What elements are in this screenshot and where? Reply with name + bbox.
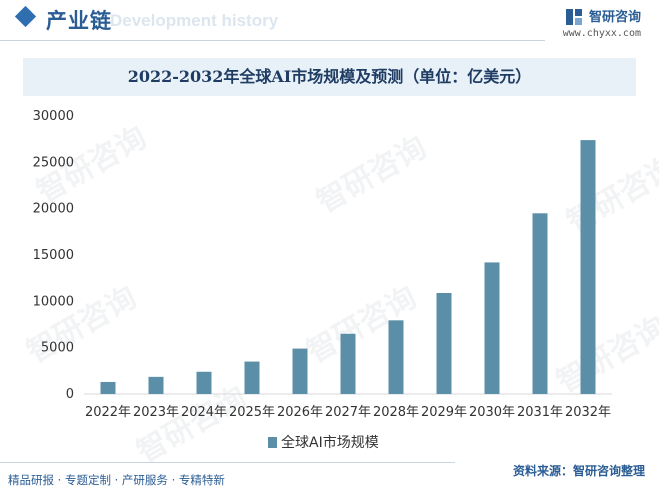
section-title: 产业链 — [46, 9, 112, 33]
x-tick-label: 2023年 — [133, 405, 179, 420]
y-tick-label: 30000 — [33, 109, 74, 124]
bar — [388, 320, 404, 394]
bar — [292, 348, 308, 394]
bar — [484, 262, 500, 394]
brand-name: 智研咨询 — [588, 10, 641, 25]
x-tick-label: 2029年 — [421, 405, 467, 420]
x-tick-label: 2026年 — [277, 405, 323, 420]
bar — [436, 292, 452, 394]
footer: 精品研报 · 专题定制 · 产研服务 · 专精特新 资料来源：智研咨询整理 — [0, 462, 659, 497]
x-tick-label: 2027年 — [325, 405, 371, 420]
ghost-title: Development history — [110, 11, 279, 30]
chart-title-box: 2022-2032年全球AI市场规模及预测（单位：亿美元） — [23, 58, 636, 96]
x-tick-label: 2030年 — [469, 405, 515, 420]
header-divider — [0, 40, 545, 41]
bar-chart: 0 5000 10000 15000 20000 25000 30000 2022年 2023年… — [33, 109, 612, 420]
footer-services: 精品研报 · 专题定制 · 产研服务 · 专精特新 — [8, 473, 225, 487]
x-tick-label: 2022年 — [85, 405, 131, 420]
footer-source: 资料来源：智研咨询整理 — [512, 464, 645, 478]
y-tick-label: 20000 — [33, 202, 74, 217]
brand-logo-icon — [565, 9, 582, 25]
brand-url: www.chyxx.com — [562, 28, 641, 39]
bar — [580, 140, 596, 394]
bar — [340, 333, 356, 394]
legend-label: 全球AI市场规模 — [281, 435, 379, 451]
bar — [100, 381, 116, 394]
x-tick-label: 2024年 — [181, 405, 227, 420]
y-tick-label: 0 — [66, 387, 74, 402]
legend-swatch — [268, 437, 277, 448]
y-tick-label: 15000 — [33, 248, 74, 263]
footer-divider — [0, 462, 455, 463]
x-tick-label: 2025年 — [229, 405, 275, 420]
x-tick-label: 2028年 — [373, 405, 419, 420]
x-tick-label: 2031年 — [517, 405, 563, 420]
y-tick-label: 25000 — [33, 155, 74, 170]
header: Development history 产业链 智研咨询 www.chyxx.c… — [0, 0, 659, 44]
brand: 智研咨询 — [565, 6, 641, 25]
bar — [196, 371, 212, 394]
bar — [244, 361, 260, 394]
y-tick-label: 10000 — [33, 294, 74, 309]
chart-title: 2022-2032年全球AI市场规模及预测（单位：亿美元） — [127, 67, 532, 86]
y-tick-label: 5000 — [41, 341, 74, 356]
x-tick-label: 2032年 — [565, 405, 611, 420]
diamond-icon — [14, 5, 37, 28]
bar — [532, 213, 548, 394]
bar — [148, 376, 164, 394]
